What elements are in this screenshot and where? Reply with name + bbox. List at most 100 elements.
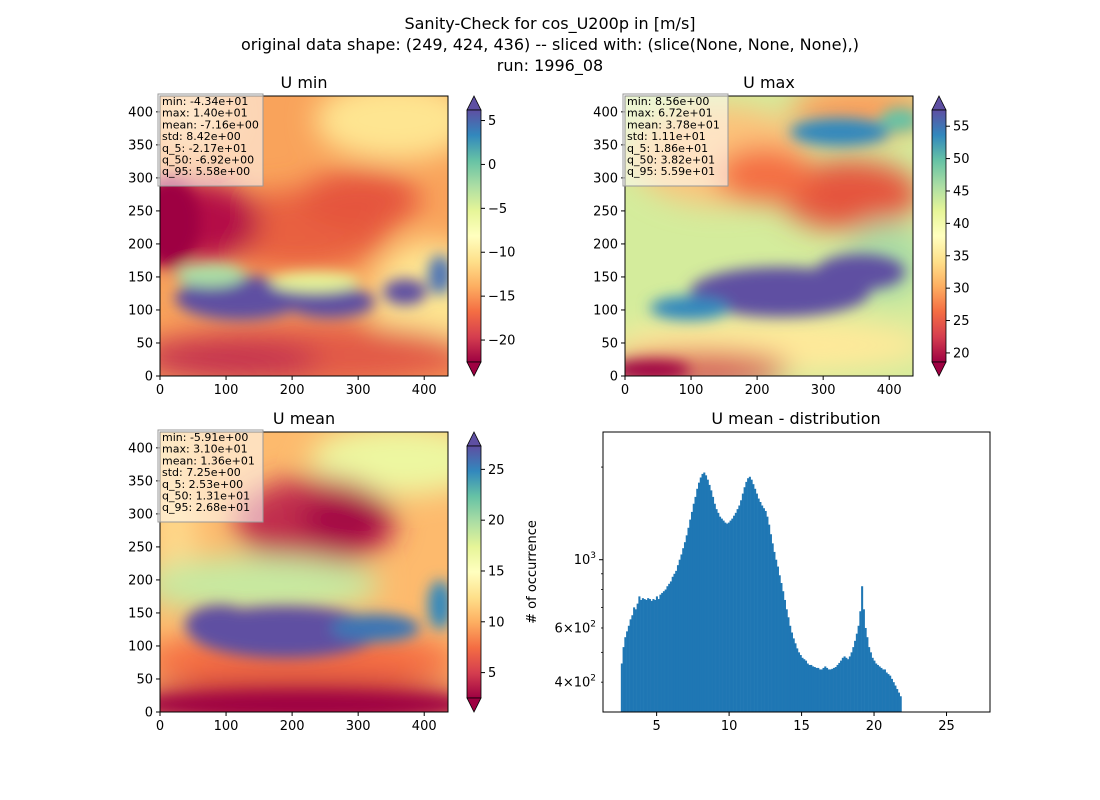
histogram-bar xyxy=(778,575,781,712)
colorbar-tick-label: −10 xyxy=(488,246,515,261)
histogram-bar xyxy=(703,472,706,712)
colorbar-tick-label: 55 xyxy=(953,120,970,135)
histogram-bar xyxy=(729,520,732,712)
histogram-bar xyxy=(687,527,690,712)
colorbar-tick-label: 10 xyxy=(488,615,505,630)
histogram-bar xyxy=(850,652,853,712)
histogram-bar xyxy=(648,599,651,712)
colorbar-body xyxy=(466,109,482,363)
histogram-bar xyxy=(794,643,797,712)
histogram-bar xyxy=(892,682,895,712)
stats-line: q_95: 2.68e+01 xyxy=(162,501,250,514)
histogram-bar xyxy=(650,600,653,712)
histogram-bar xyxy=(626,631,629,712)
histogram-bar xyxy=(804,660,808,712)
heatmap-u-mean-field xyxy=(160,432,448,712)
y-tick-label: 400 xyxy=(593,105,618,120)
histogram-bar xyxy=(747,478,750,712)
histogram-bar xyxy=(887,674,890,712)
histogram-bar xyxy=(897,692,900,712)
histogram-bar xyxy=(833,667,836,712)
histogram-bar xyxy=(755,493,758,712)
x-tick-label: 200 xyxy=(280,719,305,734)
histogram-bar xyxy=(620,663,623,712)
panel-title-u-mean: U mean xyxy=(273,409,335,428)
histogram-bar xyxy=(801,657,804,712)
histogram-bar xyxy=(831,668,834,712)
histogram-bar xyxy=(622,647,625,712)
x-tick-label: 100 xyxy=(214,719,239,734)
histogram-bar xyxy=(836,664,839,712)
colorbar-tick-label: 5 xyxy=(488,666,496,681)
histogram-bar xyxy=(841,657,844,712)
hist-x-tick-label: 25 xyxy=(938,719,955,734)
x-tick-label: 400 xyxy=(412,719,437,734)
histogram-bar xyxy=(838,662,841,712)
histogram-bar xyxy=(859,611,862,712)
histogram-bar xyxy=(871,657,874,712)
y-tick-label: 350 xyxy=(128,474,153,489)
hist-x-tick-label: 20 xyxy=(866,719,883,734)
histogram-bar xyxy=(682,548,685,712)
axes-layer: 0 100 200 300 400050100150200250300350400−20… xyxy=(128,93,970,734)
histogram-bar xyxy=(796,648,799,712)
stats-line: q_5: 1.86e+01 xyxy=(627,142,708,155)
histogram-bar xyxy=(769,534,772,712)
x-tick-label: 300 xyxy=(811,383,836,398)
histogram-bar xyxy=(817,667,820,712)
histogram-bar xyxy=(815,667,818,712)
colorbar-tick-label: 40 xyxy=(953,217,970,232)
stats-line: q_5: -2.17e+01 xyxy=(162,142,247,155)
stats-line: max: 6.72e+01 xyxy=(627,107,713,120)
histogram-bar xyxy=(724,522,727,712)
histogram-bar xyxy=(899,696,902,712)
colorbar-u-max: 20 25 30 35 40 45 50 55 xyxy=(931,95,970,377)
histogram-bar xyxy=(890,678,893,712)
colorbar-body xyxy=(466,445,482,699)
y-tick-label: 250 xyxy=(128,204,153,219)
histogram-bar xyxy=(701,473,704,712)
histogram-bar xyxy=(854,640,857,712)
colorbar-tick-label: 25 xyxy=(488,463,505,478)
y-tick-label: 400 xyxy=(128,105,153,120)
histogram-bar xyxy=(727,522,730,712)
histogram-bar xyxy=(757,498,760,712)
histogram-bar xyxy=(692,503,695,712)
colorbar-extend-min xyxy=(466,361,482,377)
histogram-bar xyxy=(819,669,822,712)
histogram-bar xyxy=(627,625,630,712)
stats-line: q_5: 2.53e+00 xyxy=(162,478,243,491)
histogram-bar xyxy=(883,669,886,712)
histogram-bar xyxy=(824,666,827,712)
histogram-bar xyxy=(652,599,655,712)
panel-title-u-max: U max xyxy=(743,73,795,92)
stats-line: min: -4.34e+01 xyxy=(162,95,248,108)
histogram-bar xyxy=(773,551,776,712)
stats-line: min: -5.91e+00 xyxy=(162,431,248,444)
histogram-bar xyxy=(810,664,813,712)
histogram-bar xyxy=(829,669,832,712)
stats-line: q_50: 3.82e+01 xyxy=(627,154,715,167)
x-tick-label: 200 xyxy=(280,383,305,398)
x-tick-label: 100 xyxy=(214,383,239,398)
histogram-bar xyxy=(673,573,676,712)
histogram-bar xyxy=(862,609,865,712)
histogram-bar xyxy=(736,509,739,712)
histogram-bar xyxy=(683,542,687,712)
histogram-bar xyxy=(647,598,650,712)
axes-frame-u-mean xyxy=(159,431,449,713)
histogram-bar xyxy=(671,576,674,712)
histogram-bar xyxy=(780,583,783,712)
histogram-bar xyxy=(706,479,709,712)
histogram-bar xyxy=(875,663,878,712)
y-tick-label: 100 xyxy=(128,303,153,318)
histogram-bar xyxy=(638,596,641,712)
y-tick-label: 300 xyxy=(593,171,618,186)
histogram-bar xyxy=(771,543,774,712)
histogram-bar xyxy=(852,647,855,712)
hist-x-tick-label: 15 xyxy=(793,719,810,734)
colorbar-tick-label: −5 xyxy=(488,202,507,217)
colorbar-extend-max xyxy=(466,431,482,447)
y-tick-label: 250 xyxy=(593,204,618,219)
